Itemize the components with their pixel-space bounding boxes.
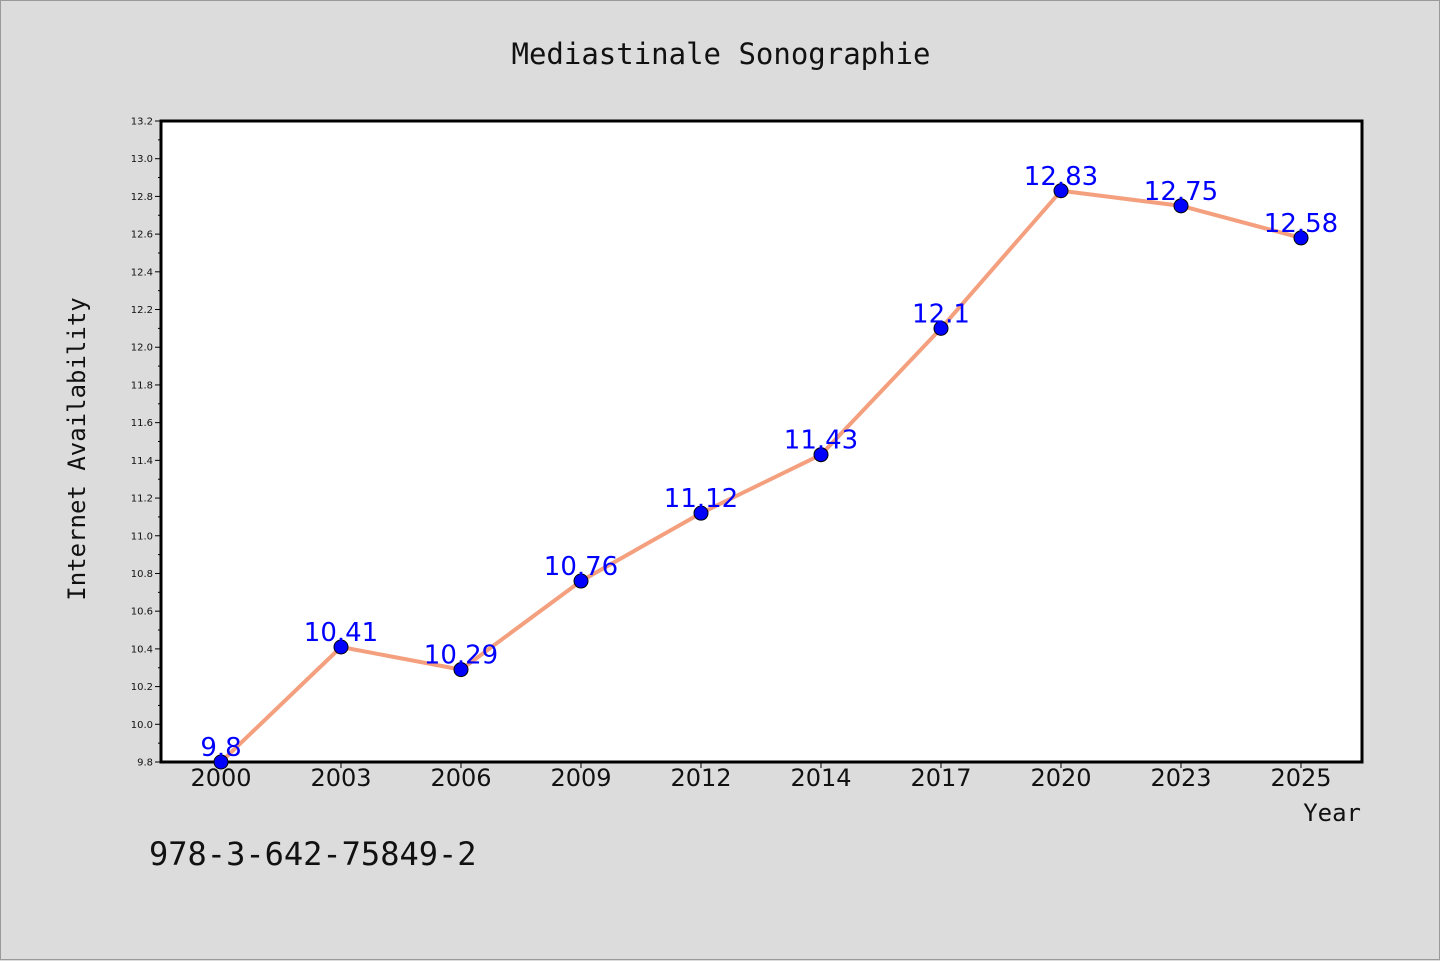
y-tick-label: 10.4 bbox=[131, 644, 153, 655]
x-tick-label: 2003 bbox=[310, 764, 371, 792]
x-tick-label: 2014 bbox=[790, 764, 851, 792]
series-markers bbox=[213, 183, 1309, 770]
data-point bbox=[693, 505, 709, 521]
data-point bbox=[933, 320, 949, 336]
y-tick-label: 10.2 bbox=[131, 682, 153, 693]
x-tick-label: 2009 bbox=[550, 764, 611, 792]
data-label: 10.29 bbox=[424, 641, 498, 671]
x-axis: 2000 2003 2006 2009 2012 2014 2017 2020 2023 2025 bbox=[190, 762, 1332, 792]
y-tick-label: 11.4 bbox=[131, 456, 153, 467]
data-label: 11.12 bbox=[664, 484, 738, 514]
y-tick-label: 11.6 bbox=[131, 418, 153, 429]
series-line bbox=[219, 188, 1302, 764]
data-point bbox=[453, 662, 469, 678]
data-label: 10.41 bbox=[304, 618, 378, 648]
data-label: 10.76 bbox=[544, 552, 618, 582]
data-label: 11.43 bbox=[784, 426, 858, 456]
data-point bbox=[813, 447, 829, 463]
x-axis-title: Year bbox=[1303, 799, 1361, 827]
x-tick-label: 2017 bbox=[910, 764, 971, 792]
y-tick-label: 10.6 bbox=[131, 607, 153, 618]
data-point bbox=[213, 754, 229, 770]
y-tick-label: 9.8 bbox=[137, 758, 153, 769]
y-tick-label: 12.6 bbox=[131, 230, 153, 241]
y-tick-label: 11.2 bbox=[131, 494, 153, 505]
data-point bbox=[1173, 198, 1189, 214]
data-labels: 9.8 10.41 10.29 10.76 11.12 11.43 12.1 12.83 12.… bbox=[200, 162, 1338, 763]
data-point bbox=[1293, 230, 1309, 246]
y-tick-label: 11.0 bbox=[131, 531, 153, 542]
data-label: 12.75 bbox=[1144, 177, 1218, 207]
y-tick-label: 11.8 bbox=[131, 380, 153, 391]
data-label: 12.83 bbox=[1024, 162, 1098, 192]
y-tick-label: 12.4 bbox=[131, 267, 153, 278]
y-tick-label: 10.0 bbox=[131, 720, 153, 731]
y-tick-label: 10.8 bbox=[131, 569, 153, 580]
x-tick-label: 2020 bbox=[1030, 764, 1091, 792]
x-tick-label: 2006 bbox=[430, 764, 491, 792]
data-label: 12.1 bbox=[912, 299, 970, 329]
footer-code: 978-3-642-75849-2 bbox=[149, 835, 477, 873]
data-label: 12.58 bbox=[1264, 209, 1338, 239]
y-tick-label: 12.8 bbox=[131, 192, 153, 203]
data-point bbox=[573, 573, 589, 589]
y-axis: 9.8 10.0 10.2 10.4 10.6 10.8 11.0 11.2 11.4 11.6 1… bbox=[131, 117, 161, 769]
y-tick-label: 13.2 bbox=[131, 117, 153, 128]
data-label: 9.8 bbox=[200, 733, 241, 763]
plot-area bbox=[159, 119, 1364, 764]
x-tick-label: 2025 bbox=[1270, 764, 1331, 792]
chart-title: Mediastinale Sonographie bbox=[511, 37, 930, 71]
data-point bbox=[1053, 183, 1069, 199]
y-tick-label: 13.0 bbox=[131, 154, 153, 165]
y-tick-label: 12.2 bbox=[131, 305, 153, 316]
x-tick-label: 2012 bbox=[670, 764, 731, 792]
x-tick-label: 2023 bbox=[1150, 764, 1211, 792]
y-tick-label: 12.0 bbox=[131, 343, 153, 354]
data-point bbox=[333, 639, 349, 655]
y-axis-title: Internet Availability bbox=[63, 297, 91, 600]
